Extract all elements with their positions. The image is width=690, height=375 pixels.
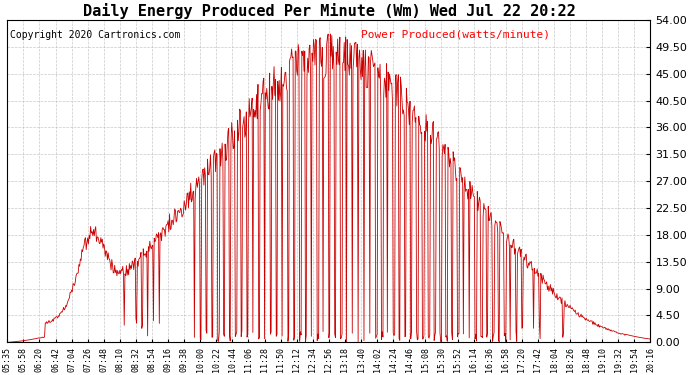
- Text: Copyright 2020 Cartronics.com: Copyright 2020 Cartronics.com: [10, 30, 181, 40]
- Text: Power Produced(watts/minute): Power Produced(watts/minute): [361, 30, 550, 40]
- Title: Daily Energy Produced Per Minute (Wm) Wed Jul 22 20:22: Daily Energy Produced Per Minute (Wm) We…: [83, 3, 575, 19]
